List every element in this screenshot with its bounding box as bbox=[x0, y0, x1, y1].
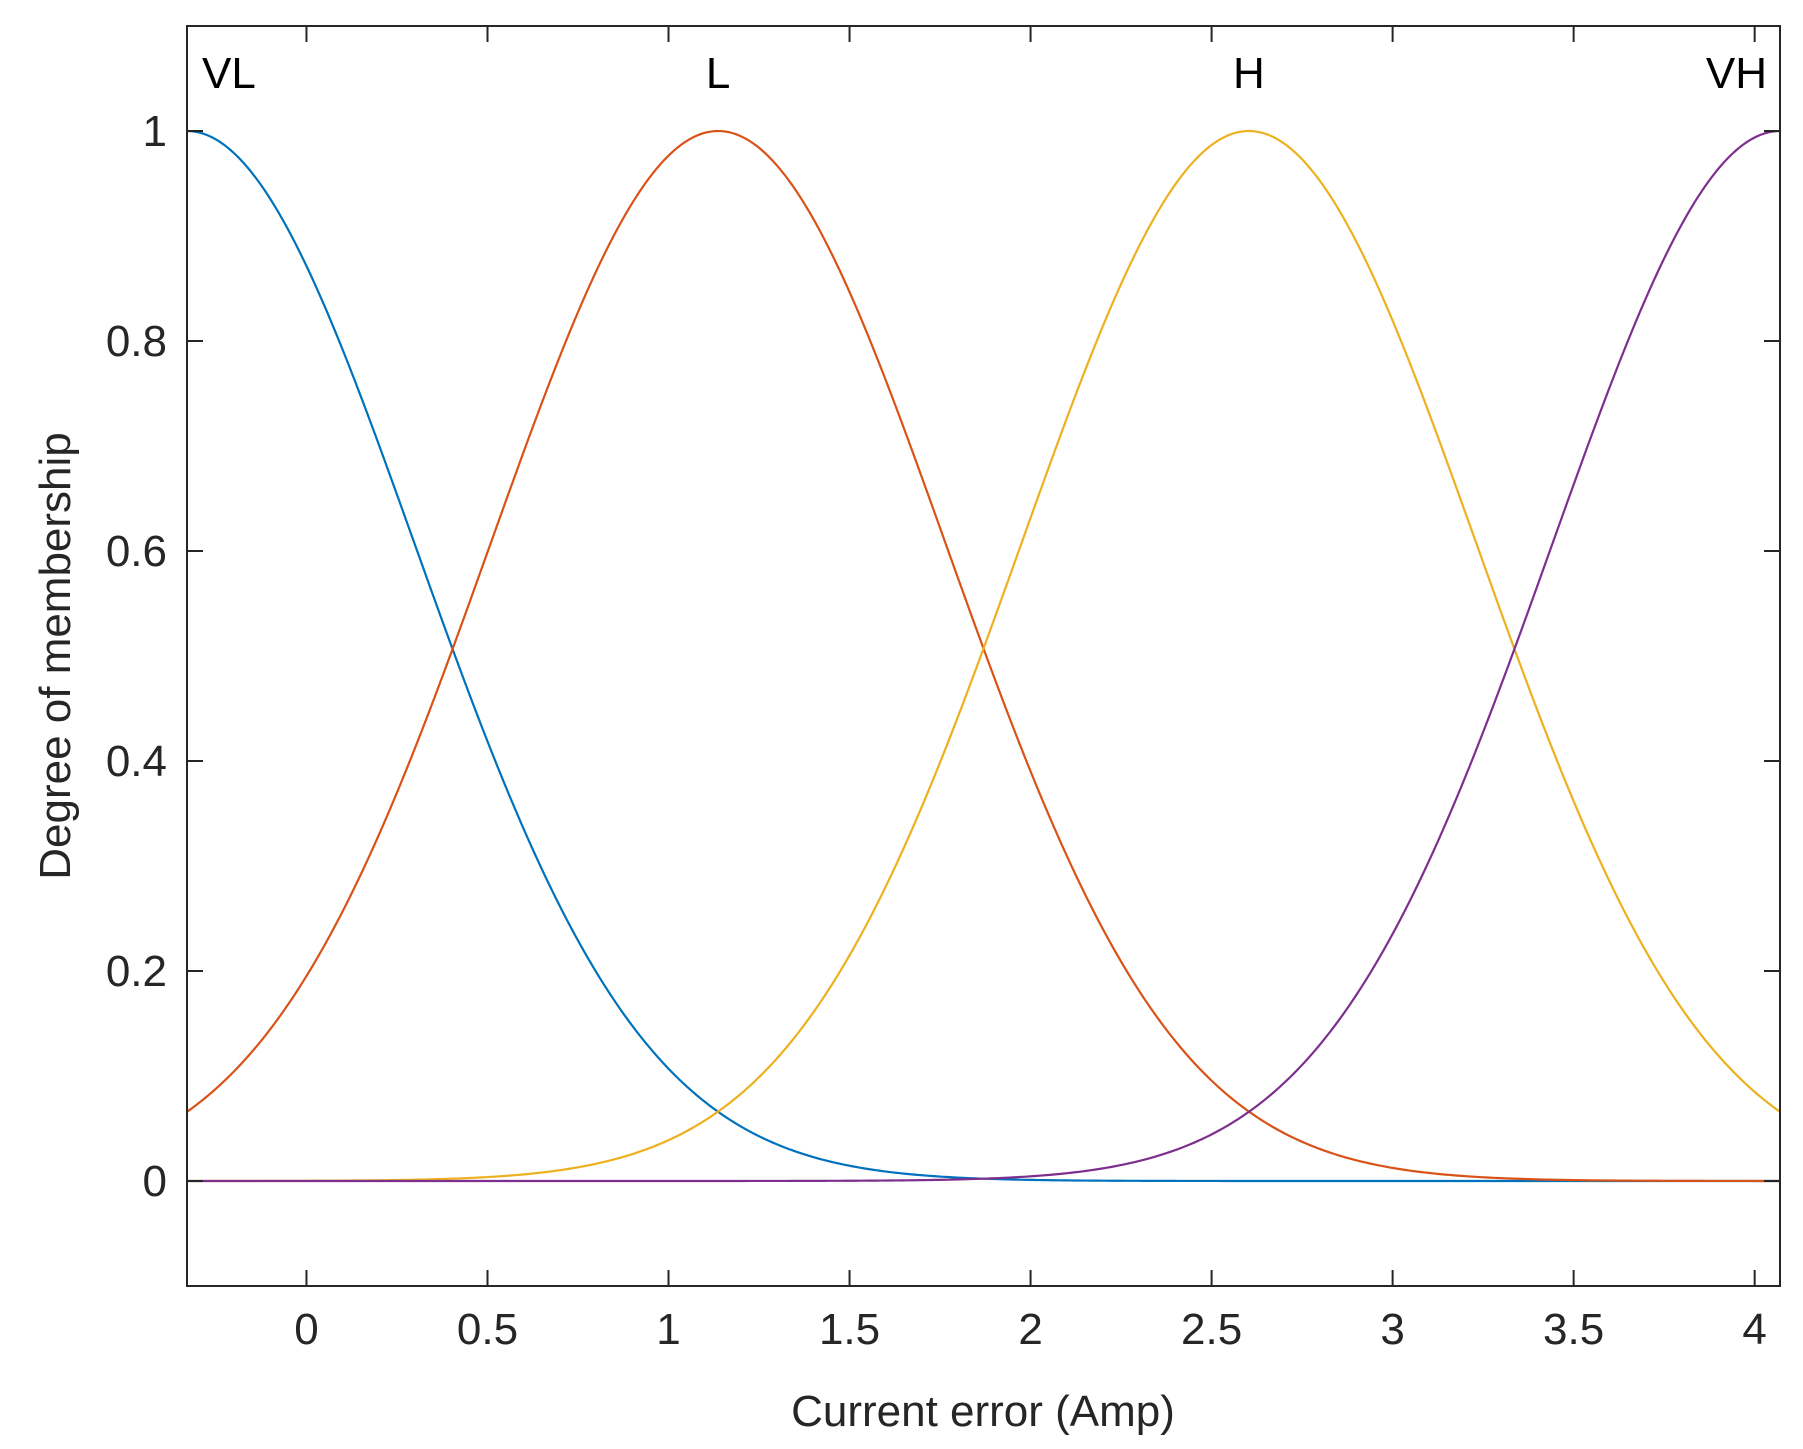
x-tick-label: 0.5 bbox=[457, 1305, 518, 1354]
x-tick-label: 3.5 bbox=[1543, 1305, 1604, 1354]
y-axis-title: Degree of membership bbox=[31, 432, 80, 880]
y-tick-label: 0.4 bbox=[106, 737, 167, 786]
plot-frame bbox=[186, 25, 1781, 1287]
x-tick-label: 4 bbox=[1742, 1305, 1766, 1354]
x-tick-label: 2 bbox=[1018, 1305, 1042, 1354]
membership-label-vl: VL bbox=[202, 49, 256, 98]
y-tick-label: 0.8 bbox=[106, 317, 167, 366]
x-tick-label: 1 bbox=[656, 1305, 680, 1354]
membership-label-l: L bbox=[706, 49, 730, 98]
y-tick-label: 0.2 bbox=[106, 947, 167, 996]
x-tick-label: 2.5 bbox=[1181, 1305, 1242, 1354]
y-tick-label: 0 bbox=[143, 1157, 167, 1206]
tick-layer: 0 0.5 1 1.5 2 2.5 3 3.5 4 0 0.2 0.4 0.6 0.8 1 bbox=[106, 26, 1780, 1354]
membership-label-vh: VH bbox=[1706, 49, 1767, 98]
y-tick-label: 1 bbox=[143, 107, 167, 156]
x-tick-label: 1.5 bbox=[819, 1305, 880, 1354]
plot-background bbox=[187, 26, 1780, 1286]
x-tick-label: 0 bbox=[294, 1305, 318, 1354]
membership-label-h: H bbox=[1233, 49, 1265, 98]
x-axis-title: Current error (Amp) bbox=[791, 1387, 1175, 1436]
series-line-vh bbox=[187, 129, 1781, 1183]
x-tick-label: 3 bbox=[1380, 1305, 1404, 1354]
membership-label-layer: VL L H VH bbox=[202, 49, 1767, 98]
y-tick-label: 0.6 bbox=[106, 527, 167, 576]
series-layer bbox=[186, 129, 1781, 1183]
